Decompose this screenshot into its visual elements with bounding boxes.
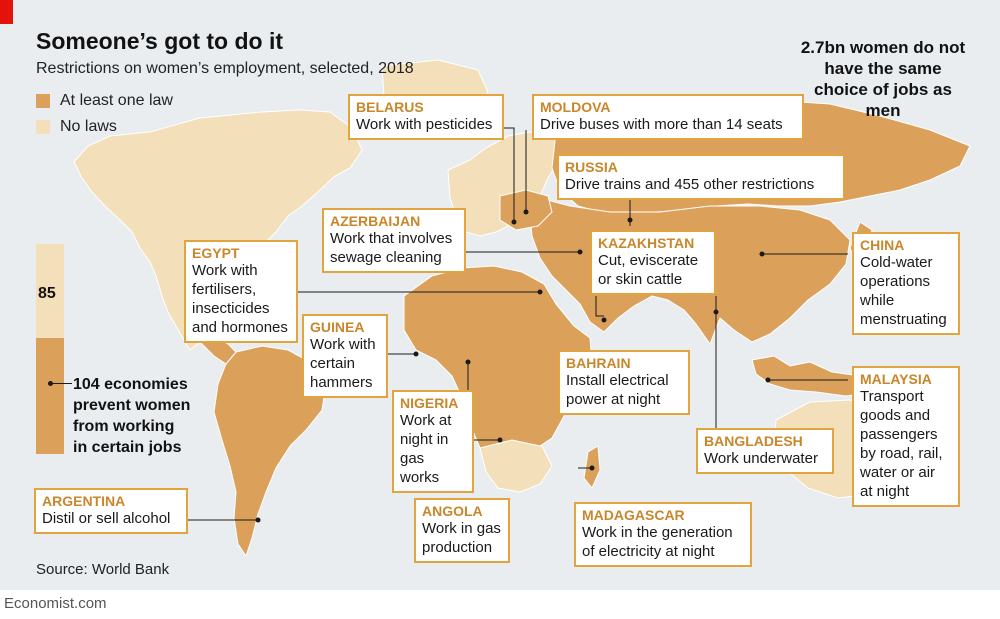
callout-country: KAZAKHSTAN: [598, 235, 695, 251]
callout-guinea: GUINEA Work with certain hammers: [302, 314, 388, 398]
bar-label-no-laws: 85: [38, 285, 56, 302]
footer-credit: Economist.com: [4, 595, 107, 612]
callout-kazakhstan: KAZAKHSTAN Cut, eviscerate or skin cattl…: [590, 230, 716, 295]
callout-country: RUSSIA: [565, 159, 618, 175]
callout-country: MADAGASCAR: [582, 507, 685, 523]
dot-china: [759, 251, 765, 257]
legend-swatch-nolaw: [36, 120, 50, 134]
economist-red-tag: [0, 0, 13, 24]
dot-madagascar: [589, 465, 595, 471]
callout-bahrain: BAHRAIN Install electrical power at nigh…: [558, 350, 690, 415]
callout-text: Work at night in gas works: [400, 412, 452, 486]
callout-argentina: ARGENTINA Distil or sell alcohol: [34, 488, 188, 534]
africa-landmass: [403, 265, 593, 449]
callout-text: Work with certain hammers: [310, 336, 376, 391]
callout-bangladesh: BANGLADESH Work underwater: [696, 428, 834, 474]
callout-text: Work with fertilisers, insecticides and …: [192, 262, 288, 336]
callout-text: Cold-water operations while menstruating: [860, 254, 947, 328]
callout-malaysia: MALAYSIA Transport goods and passengers …: [852, 366, 960, 507]
callout-text: Work that involves sewage cleaning: [330, 230, 453, 266]
callout-country: MALAYSIA: [860, 371, 932, 387]
bar-label-laws: 104 economies prevent women from working…: [73, 376, 191, 456]
callout-text: Cut, eviscerate or skin cattle: [598, 252, 699, 288]
callout-country: ANGOLA: [422, 503, 483, 519]
legend-item-law: At least one law: [36, 92, 173, 110]
dot-argentina: [255, 517, 261, 523]
map-chart: Someone’s got to do it Restrictions on w…: [0, 0, 1000, 590]
legend-label-nolaw: No laws: [60, 118, 117, 135]
callout-text: Work in the generation of electricity at…: [582, 524, 733, 560]
page-subtitle: Restrictions on women’s employment, sele…: [36, 60, 414, 77]
callout-madagascar: MADAGASCAR Work in the generation of ele…: [574, 502, 752, 567]
leader-belarus: [502, 127, 515, 222]
callout-country: AZERBAIJAN: [330, 213, 421, 229]
dot-angola: [497, 437, 503, 443]
bar-segment-no-laws: [36, 244, 64, 338]
leader-bahrain: [595, 296, 604, 317]
legend-label-law: At least one law: [60, 92, 173, 109]
callout-text: Drive trains and 455 other restrictions: [565, 176, 815, 193]
source-note: Source: World Bank: [36, 561, 170, 578]
callout-egypt: EGYPT Work with fertilisers, insecticide…: [184, 240, 298, 343]
dot-belarus: [511, 219, 517, 225]
callout-angola: ANGOLA Work in gas production: [414, 498, 510, 563]
callout-country: BELARUS: [356, 99, 424, 115]
callout-azerbaijan: AZERBAIJAN Work that involves sewage cle…: [322, 208, 466, 273]
callout-country: EGYPT: [192, 245, 240, 261]
callout-country: BAHRAIN: [566, 355, 631, 371]
legend-swatch-law: [36, 94, 50, 108]
callout-text: Transport goods and passengers by road, …: [860, 388, 943, 500]
callout-russia: RUSSIA Drive trains and 455 other restri…: [557, 154, 845, 200]
callout-nigeria: NIGERIA Work at night in gas works: [392, 390, 474, 493]
callout-text: Work in gas production: [422, 520, 501, 556]
callout-belarus: BELARUS Work with pesticides: [348, 94, 504, 140]
page-title: Someone’s got to do it: [36, 28, 284, 54]
leader-lines: [186, 127, 848, 523]
dot-egypt: [537, 289, 543, 295]
dot-guinea: [413, 351, 419, 357]
headline-stat: 2.7bn women do not have the same choice …: [800, 38, 966, 120]
callout-country: NIGERIA: [400, 395, 459, 411]
callout-country: MOLDOVA: [540, 99, 611, 115]
bar-pointer-line: [52, 383, 72, 384]
dot-bahrain: [601, 317, 607, 323]
callout-text: Drive buses with more than 14 seats: [540, 116, 783, 133]
dot-nigeria: [465, 359, 471, 365]
dot-bangladesh: [713, 309, 719, 315]
callout-country: CHINA: [860, 237, 905, 253]
callout-country: ARGENTINA: [42, 493, 126, 509]
bar-segment-laws: [36, 338, 64, 454]
callout-country: BANGLADESH: [704, 433, 803, 449]
dot-russia: [627, 217, 633, 223]
dot-moldova: [523, 209, 529, 215]
callout-text: Install electrical power at night: [566, 372, 669, 408]
dot-malaysia: [765, 377, 771, 383]
callout-text: Work underwater: [704, 450, 818, 467]
callout-china: CHINA Cold-water operations while menstr…: [852, 232, 960, 335]
callout-country: GUINEA: [310, 319, 365, 335]
bar-pointer-dot: [48, 381, 53, 386]
callout-text: Work with pesticides: [356, 116, 493, 133]
callout-moldova: MOLDOVA Drive buses with more than 14 se…: [532, 94, 804, 140]
callout-text: Distil or sell alcohol: [42, 510, 171, 527]
legend-item-nolaw: No laws: [36, 118, 117, 136]
dot-azerbaijan: [577, 249, 583, 255]
